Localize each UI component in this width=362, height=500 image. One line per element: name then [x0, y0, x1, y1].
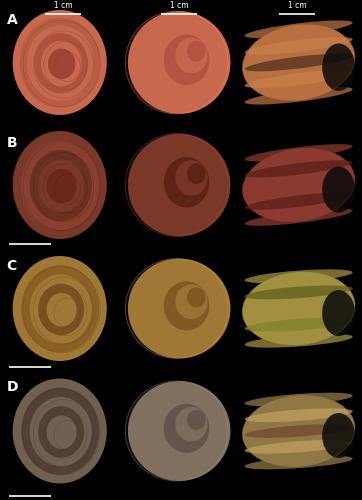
Ellipse shape	[245, 70, 353, 88]
Ellipse shape	[128, 134, 231, 236]
Ellipse shape	[245, 392, 353, 406]
Text: D: D	[7, 380, 18, 394]
Ellipse shape	[157, 389, 226, 457]
Ellipse shape	[242, 148, 355, 222]
Ellipse shape	[128, 381, 231, 481]
Ellipse shape	[128, 11, 231, 114]
Ellipse shape	[245, 302, 353, 316]
Ellipse shape	[47, 293, 77, 326]
Ellipse shape	[164, 404, 209, 453]
Ellipse shape	[245, 144, 353, 162]
Ellipse shape	[175, 407, 207, 442]
Ellipse shape	[245, 334, 353, 347]
Ellipse shape	[245, 208, 353, 226]
Ellipse shape	[157, 266, 226, 335]
Ellipse shape	[41, 41, 82, 86]
Ellipse shape	[187, 164, 206, 184]
Ellipse shape	[164, 34, 209, 85]
Text: A: A	[7, 12, 17, 26]
Ellipse shape	[242, 395, 355, 467]
Ellipse shape	[13, 131, 107, 239]
Ellipse shape	[164, 157, 209, 208]
Ellipse shape	[187, 288, 206, 308]
Ellipse shape	[27, 26, 94, 101]
Ellipse shape	[322, 290, 355, 336]
Ellipse shape	[245, 286, 353, 300]
Ellipse shape	[21, 388, 99, 475]
Ellipse shape	[30, 150, 92, 222]
Ellipse shape	[245, 20, 353, 38]
Ellipse shape	[245, 456, 353, 469]
Text: C: C	[7, 258, 17, 272]
Ellipse shape	[245, 318, 353, 332]
Ellipse shape	[245, 176, 353, 194]
Ellipse shape	[21, 140, 99, 230]
Ellipse shape	[175, 160, 207, 196]
Ellipse shape	[48, 48, 75, 79]
Ellipse shape	[34, 33, 88, 94]
Ellipse shape	[157, 20, 226, 89]
Ellipse shape	[38, 406, 84, 458]
Ellipse shape	[30, 397, 92, 466]
Ellipse shape	[245, 270, 353, 283]
Text: 1 cm: 1 cm	[54, 2, 73, 11]
Ellipse shape	[164, 282, 209, 331]
Ellipse shape	[175, 284, 207, 319]
Ellipse shape	[245, 54, 353, 72]
Ellipse shape	[245, 87, 353, 104]
Ellipse shape	[322, 44, 355, 91]
Ellipse shape	[20, 18, 101, 108]
Ellipse shape	[30, 274, 92, 344]
Ellipse shape	[245, 424, 353, 438]
Text: 1 cm: 1 cm	[287, 2, 306, 11]
Ellipse shape	[13, 10, 107, 115]
Ellipse shape	[322, 166, 355, 212]
Ellipse shape	[13, 256, 107, 361]
Ellipse shape	[245, 160, 353, 178]
Text: B: B	[7, 136, 17, 150]
Ellipse shape	[13, 378, 107, 484]
Ellipse shape	[128, 258, 231, 358]
Ellipse shape	[21, 265, 99, 352]
Ellipse shape	[245, 440, 353, 454]
Ellipse shape	[242, 272, 355, 345]
Ellipse shape	[47, 416, 77, 449]
Ellipse shape	[187, 410, 206, 430]
Ellipse shape	[38, 284, 84, 335]
Text: 1 cm: 1 cm	[170, 2, 189, 11]
Ellipse shape	[242, 24, 355, 101]
Ellipse shape	[245, 192, 353, 210]
Ellipse shape	[157, 142, 226, 212]
Ellipse shape	[322, 413, 355, 458]
Ellipse shape	[245, 37, 353, 54]
Ellipse shape	[175, 38, 207, 74]
Ellipse shape	[245, 408, 353, 422]
Ellipse shape	[47, 169, 77, 203]
Ellipse shape	[187, 41, 206, 62]
Ellipse shape	[38, 160, 84, 212]
